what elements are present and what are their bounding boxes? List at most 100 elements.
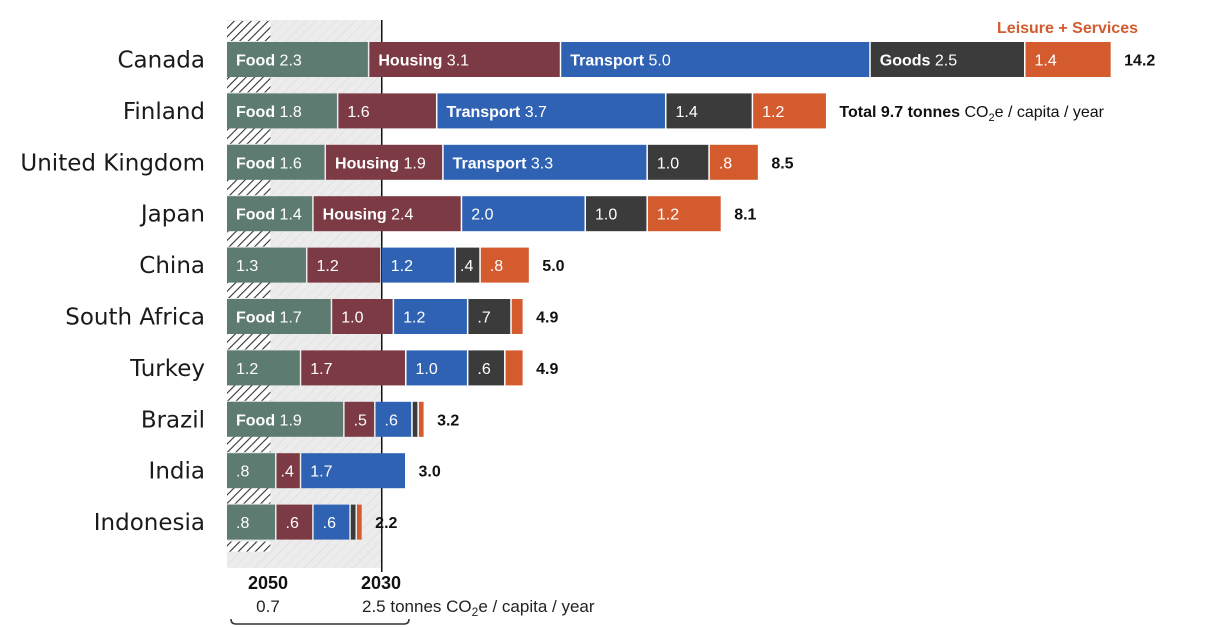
country-label: Finland	[123, 99, 205, 125]
country-label: Japan	[139, 202, 205, 228]
target-2050-hatch	[227, 123, 271, 144]
segment-value-label: Transport 3.7	[446, 104, 547, 121]
segment-value-label: 1.7	[310, 464, 332, 481]
bar-segment-transport	[313, 504, 350, 540]
target-2050-hatch	[227, 541, 271, 552]
segment-value-label: Transport 3.3	[453, 155, 554, 172]
segment-value-label: 1.4	[1035, 53, 1057, 70]
bar-segment-leisure-services	[647, 196, 721, 232]
axis-value-2030: 2.5 tonnes CO2e / capita / year	[362, 597, 595, 619]
segment-value-label: .5	[354, 412, 367, 429]
bar-segment-housing	[332, 299, 393, 334]
segment-value-label: 1.2	[236, 361, 258, 378]
country-label: Canada	[117, 48, 205, 74]
row-total-label: 4.9	[536, 361, 558, 378]
bar-segment-transport	[381, 247, 455, 283]
bar-segment-food	[227, 350, 300, 386]
bar-segment-transport	[561, 42, 870, 77]
row-total-label: 5.0	[542, 258, 564, 275]
bar-segment-transport	[462, 196, 585, 232]
segment-value-label: 1.0	[595, 207, 617, 224]
bar-segment-transport	[394, 299, 467, 334]
segment-value-label: 1.6	[347, 104, 369, 121]
bar-segment-goods	[350, 504, 356, 540]
bar-segment-food	[227, 196, 313, 232]
bar-segment-housing	[307, 247, 381, 283]
segment-value-label: Food 1.8	[236, 104, 302, 121]
bar-segment-housing	[313, 196, 461, 232]
country-label: Turkey	[129, 356, 205, 382]
bar-segment-transport	[375, 401, 412, 437]
target-2050-hatch	[227, 21, 271, 41]
segment-value-label: 1.2	[403, 310, 425, 327]
segment-value-label: 1.2	[316, 258, 338, 275]
segment-value-label: .8	[490, 258, 503, 275]
row-total-label: Total 9.7 tonnes CO2e / capita / year	[839, 104, 1104, 124]
bar-segment-leisure-services	[753, 93, 826, 129]
country-label: Brazil	[141, 407, 205, 433]
segment-value-label: .6	[323, 515, 336, 532]
target-2050-hatch	[227, 175, 271, 196]
bar-segment-housing	[326, 144, 443, 180]
segment-value-label: Food 2.3	[236, 53, 302, 70]
segment-value-label: .8	[719, 155, 732, 172]
segment-value-label: 1.0	[341, 310, 363, 327]
segment-value-label: 1.4	[675, 104, 697, 121]
bar-segment-housing	[276, 504, 313, 540]
bar-segment-food	[227, 144, 325, 180]
bar-segment-food	[227, 247, 306, 283]
segment-value-label: .6	[477, 361, 490, 378]
country-label: United Kingdom	[20, 150, 205, 176]
bar-segment-food	[227, 93, 337, 129]
segment-value-label: Housing 1.9	[335, 155, 426, 172]
segment-value-label: Goods 2.5	[880, 53, 957, 70]
bar-segment-housing	[338, 93, 436, 129]
segment-value-label: 1.3	[236, 258, 258, 275]
bar-segment-leisure-services	[709, 144, 758, 180]
bar-segment-goods	[870, 42, 1025, 77]
target-2050-hatch	[227, 72, 271, 93]
target-2050-hatch	[227, 380, 271, 401]
labels-layer: Canada Food 2.3 Housing 3.1 Transport 5.0 Go…	[20, 48, 1155, 537]
segment-value-label: Housing 2.4	[323, 207, 414, 224]
segment-value-label: Food 1.6	[236, 155, 302, 172]
bar-segment-goods	[456, 247, 480, 283]
bar-segment-housing	[301, 350, 406, 386]
segment-value-label: .7	[477, 310, 490, 327]
segment-value-label: Food 1.7	[236, 310, 302, 327]
bar-segment-leisure-services	[480, 247, 529, 283]
bar-segment-goods	[412, 401, 418, 437]
bar-segment-goods	[666, 93, 752, 129]
legend-leisure-services: Leisure + Services	[997, 20, 1138, 37]
bar-segment-leisure-services	[505, 350, 523, 386]
row-total-label: 3.2	[437, 412, 459, 429]
bar-segment-leisure-services	[511, 299, 523, 334]
bar-segment-food	[227, 299, 331, 334]
segment-value-label: .8	[236, 515, 249, 532]
bar-segment-leisure-services	[356, 504, 362, 540]
bar-segment-transport	[406, 350, 467, 386]
target-2050-hatch	[227, 483, 271, 504]
target-2050-hatch	[227, 226, 271, 247]
segment-value-label: .6	[385, 412, 398, 429]
bar-segment-transport	[301, 453, 406, 489]
axis-bracket	[230, 618, 410, 625]
bar-segment-leisure-services	[418, 401, 424, 437]
bar-segment-food	[227, 42, 368, 77]
country-label: China	[139, 253, 205, 279]
segment-value-label: 2.0	[471, 207, 493, 224]
row-total-label: 8.5	[771, 155, 793, 172]
bar-segment-food	[227, 453, 276, 489]
row-total-label: 4.9	[536, 310, 558, 327]
bar-segment-transport	[443, 144, 647, 180]
segment-value-label: Food 1.9	[236, 412, 302, 429]
axis-label-2050: 2050	[248, 573, 288, 593]
segment-value-label: 1.7	[310, 361, 332, 378]
segment-value-label: 1.2	[391, 258, 413, 275]
bar-segment-goods	[468, 299, 511, 334]
bar-segment-transport	[437, 93, 665, 129]
segment-value-label: .4	[460, 258, 473, 275]
segment-value-label: .6	[286, 515, 299, 532]
country-label: South Africa	[65, 305, 205, 331]
